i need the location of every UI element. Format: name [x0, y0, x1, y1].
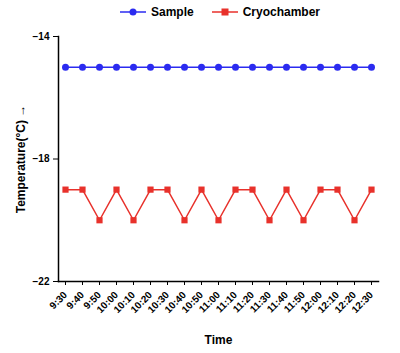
- svg-text:10:10: 10:10: [111, 289, 138, 316]
- svg-text:Time: Time: [205, 333, 233, 347]
- svg-text:11:40: 11:40: [264, 289, 291, 315]
- svg-text:10:40: 10:40: [162, 289, 189, 316]
- html-text:Sample: Sample: [151, 5, 194, 19]
- svg-text:11:20: 11:20: [230, 289, 257, 315]
- svg-text:Temperature(°C) →: Temperature(°C) →: [14, 105, 28, 214]
- svg-text:11:10: 11:10: [213, 289, 240, 315]
- svg-text:−14: −14: [33, 31, 50, 42]
- svg-text:10:30: 10:30: [145, 289, 172, 316]
- svg-text:9:50: 9:50: [81, 289, 104, 312]
- svg-text:10:50: 10:50: [179, 289, 206, 316]
- svg-text:9:40: 9:40: [64, 289, 86, 311]
- svg-text:10:00: 10:00: [94, 289, 121, 316]
- svg-text:12:10: 12:10: [315, 289, 342, 316]
- svg-text:11:00: 11:00: [196, 289, 223, 315]
- svg-text:−22: −22: [33, 276, 50, 287]
- svg-text:12:20: 12:20: [332, 289, 359, 316]
- svg-text:9:30: 9:30: [47, 289, 69, 311]
- svg-text:12:30: 12:30: [349, 289, 375, 315]
- svg-text:11:30: 11:30: [247, 289, 274, 315]
- html-text:Cryochamber: Cryochamber: [242, 5, 320, 19]
- svg-text:12:00: 12:00: [298, 289, 325, 316]
- svg-text:−18: −18: [33, 153, 50, 164]
- svg-text:10:20: 10:20: [128, 289, 155, 316]
- svg-text:11:50: 11:50: [281, 289, 308, 315]
